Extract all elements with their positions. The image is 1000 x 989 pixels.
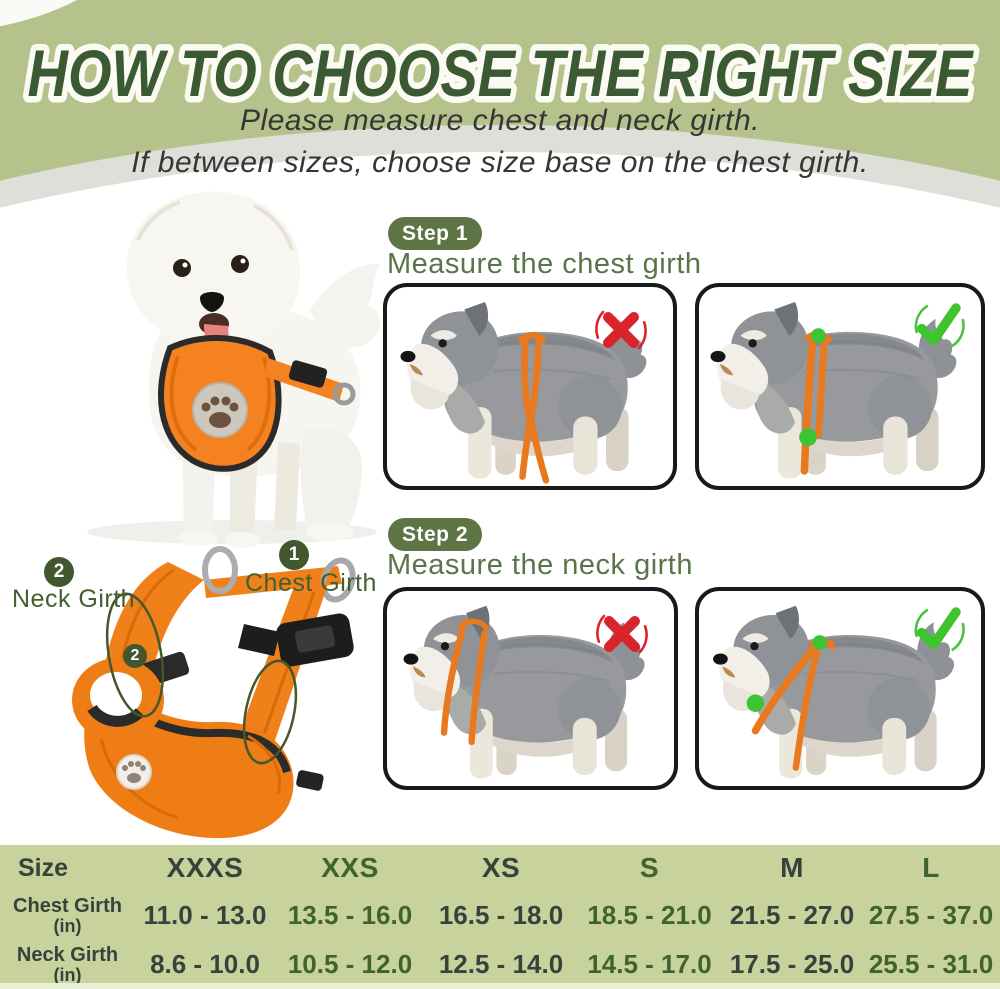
white-dog-photo (87, 191, 381, 548)
size-column-l: L (922, 852, 940, 883)
size-column-m: M (780, 852, 804, 883)
subtitle: Please measure chest and neck girth. If … (0, 100, 1000, 184)
size-column-xxxs: XXXS (166, 852, 244, 883)
check-icon (908, 600, 968, 660)
neck-girth-inner-marker: 2 (123, 644, 147, 668)
table-cell: 21.5 - 27.0 (729, 900, 855, 930)
table-cell: 10.5 - 12.0 (287, 949, 413, 979)
chest-girth-label: Chest Girth (245, 569, 377, 597)
dog-right-chest-measure (709, 301, 958, 480)
size-table-header-label: Size (18, 853, 69, 882)
table-cell: 25.5 - 31.0 (868, 949, 994, 979)
step2-wrong-panel (383, 587, 678, 790)
table-cell: 12.5 - 14.0 (438, 949, 564, 979)
title-banner: HOW TO CHOOSE THE RIGHT SIZE (21, 30, 981, 117)
step1-right-panel (695, 283, 985, 490)
subtitle-line-1: Please measure chest and neck girth. (240, 104, 760, 137)
neck-girth-label: Neck Girth (12, 585, 136, 613)
x-icon (592, 604, 652, 664)
neck-girth-marker: 2 (44, 557, 74, 587)
bottom-strip (0, 983, 1000, 989)
chest-girth-row-unit: (in) (53, 915, 82, 936)
table-cell: 18.5 - 21.0 (587, 900, 712, 930)
step2-right-panel (695, 587, 985, 790)
neck-girth-row-label: Neck Girth (in) (0, 945, 135, 985)
subtitle-line-2: If between sizes, choose size base on th… (131, 146, 869, 179)
page-title: HOW TO CHOOSE THE RIGHT SIZE (28, 36, 975, 110)
table-cell: 16.5 - 18.0 (438, 900, 564, 930)
table-cell: 13.5 - 16.0 (287, 900, 413, 930)
step-1-badge: Step 1 (388, 217, 483, 250)
step-2-title: Measure the neck girth (387, 549, 693, 581)
check-icon (908, 296, 968, 356)
size-table: Size XXXS XXS XS S M L Chest Girth (in) … (0, 845, 1000, 989)
size-column-xs: XS (481, 852, 521, 883)
step-2-badge: Step 2 (388, 518, 483, 551)
chest-girth-row-title: Chest Girth (13, 894, 122, 917)
dog-wrong-chest-measure (399, 301, 648, 484)
x-icon (591, 300, 651, 360)
neck-girth-row-unit: (in) (53, 964, 82, 985)
neck-girth-row-title: Neck Girth (16, 943, 119, 966)
table-cell: 8.6 - 10.0 (150, 949, 260, 979)
table-cell: 17.5 - 25.0 (729, 949, 855, 979)
table-cell: 27.5 - 37.0 (868, 900, 994, 930)
table-cell: 11.0 - 13.0 (143, 900, 267, 930)
table-cell: 14.5 - 17.0 (587, 949, 712, 979)
size-column-s: S (639, 852, 660, 883)
step1-wrong-panel (383, 283, 677, 490)
dog-right-neck-measure (712, 604, 955, 780)
size-column-xxs: XXS (321, 852, 379, 883)
step-1-title: Measure the chest girth (387, 248, 702, 280)
chest-girth-row-label: Chest Girth (in) (0, 896, 135, 936)
dog-wrong-neck-measure (402, 604, 646, 780)
chest-girth-marker: 1 (279, 540, 309, 570)
